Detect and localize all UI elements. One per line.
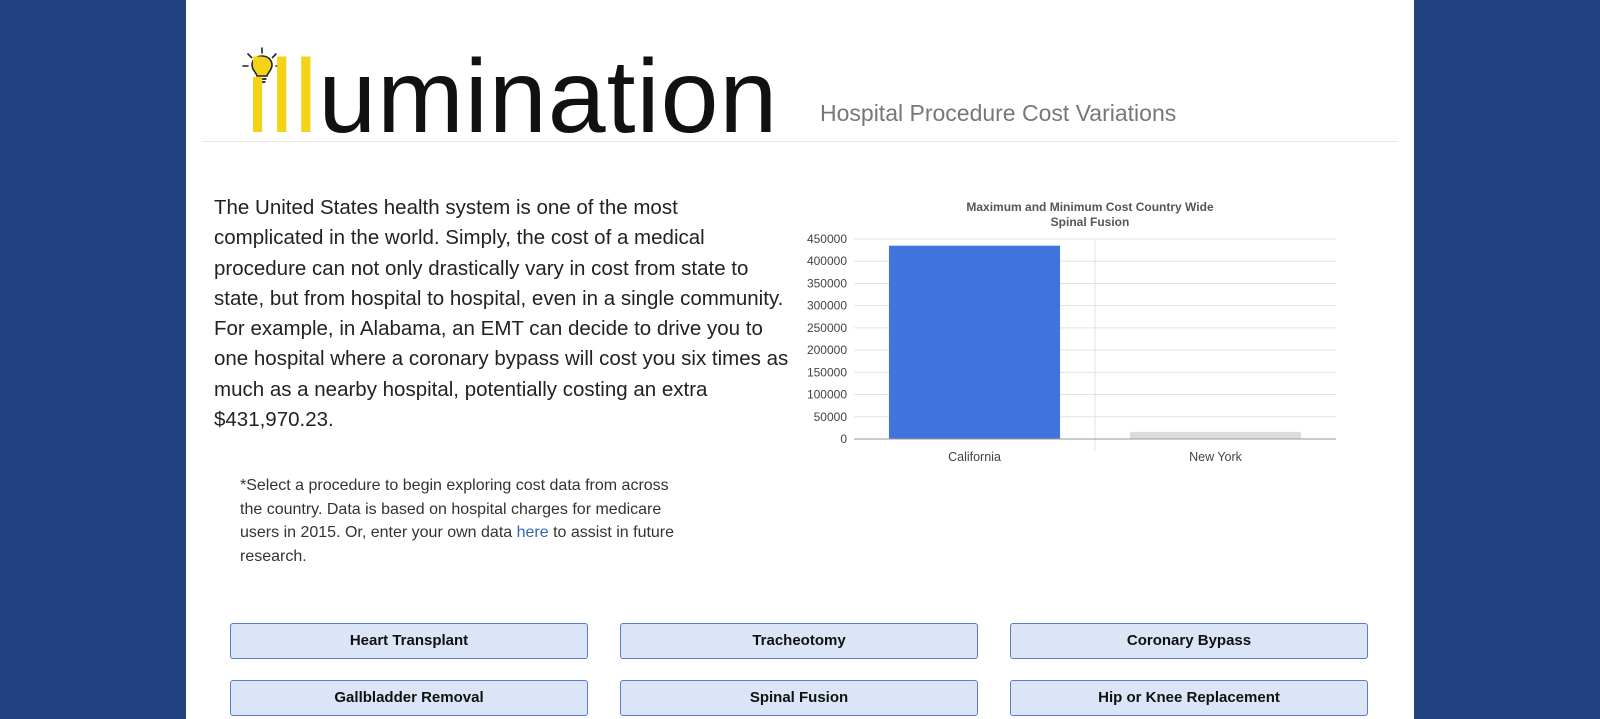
intro-paragraph: The United States health system is one o… (214, 196, 789, 432)
x-tick-label: California (948, 450, 1001, 464)
bar-california[interactable] (888, 245, 1061, 439)
enter-data-link[interactable]: here (516, 524, 549, 541)
chart-x-axis: California New York (854, 438, 1336, 464)
procedure-button-heart-transplant[interactable]: Heart Transplant (230, 623, 588, 659)
y-tick-label: 200000 (807, 343, 847, 357)
procedure-button-tracheotomy[interactable]: Tracheotomy (620, 623, 978, 659)
y-tick-label: 350000 (807, 276, 847, 290)
y-tick-label: 250000 (807, 321, 847, 335)
y-tick-label: 0 (840, 432, 847, 446)
chart-bars (888, 245, 1302, 439)
chart-y-axis: 0 50000 100000 150000 200000 250000 300000 3500… (807, 232, 847, 446)
page-container: illumination Hospital Procedure Cost Var… (186, 0, 1414, 719)
logo-text-black: umination (318, 39, 779, 155)
note-text-before: *Select a procedure to begin exploring c… (240, 477, 669, 541)
y-tick-label: 300000 (807, 299, 847, 313)
procedure-button-coronary-bypass[interactable]: Coronary Bypass (1010, 623, 1368, 659)
procedure-button-spinal-fusion[interactable]: Spinal Fusion (620, 680, 978, 716)
y-tick-label: 400000 (807, 254, 847, 268)
y-tick-label: 150000 (807, 365, 847, 379)
logo-text-yellow: ill (246, 39, 319, 155)
chart-title: Maximum and Minimum Cost Country Wide (966, 200, 1214, 214)
site-subtitle: Hospital Procedure Cost Variations (820, 100, 1177, 126)
header-divider (202, 141, 1398, 142)
x-tick-label: New York (1189, 450, 1243, 464)
note-text-after: to assist in future research. (240, 524, 675, 565)
y-tick-label: 450000 (807, 232, 847, 246)
illumination-logo[interactable]: illumination (216, 20, 796, 155)
y-tick-label: 50000 (814, 410, 848, 424)
procedure-button-gallbladder-removal[interactable]: Gallbladder Removal (230, 680, 588, 716)
procedure-button-hip-or-knee-replacement[interactable]: Hip or Knee Replacement (1010, 680, 1368, 716)
y-tick-label: 100000 (807, 388, 847, 402)
instructions-note: *Select a procedure to begin exploring c… (240, 474, 680, 568)
bar-new-york[interactable] (1129, 431, 1302, 439)
chart-subtitle: Spinal Fusion (1051, 215, 1130, 229)
lightbulb-icon (242, 47, 282, 83)
cost-chart: Maximum and Minimum Cost Country Wide Sp… (807, 200, 1336, 464)
